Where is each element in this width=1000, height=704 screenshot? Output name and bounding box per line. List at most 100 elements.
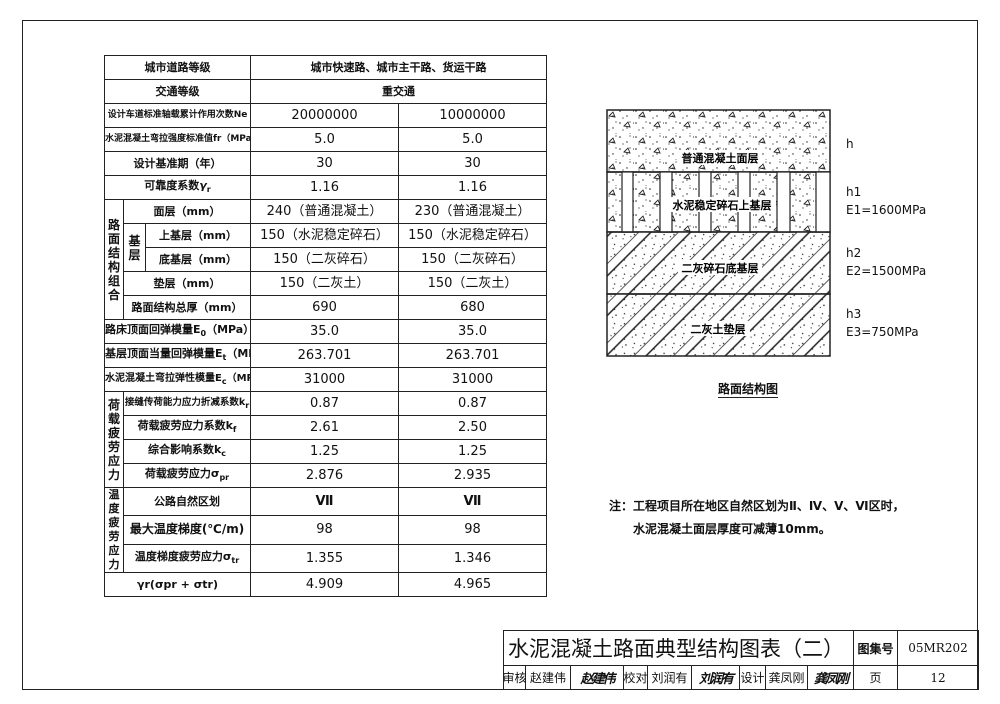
review-label: 审核 bbox=[503, 666, 527, 690]
row-label: 路床顶面回弹模量E0（MPa） bbox=[103, 319, 252, 344]
atlas-label: 图集号 bbox=[854, 631, 898, 666]
value-2: 30 bbox=[398, 151, 548, 176]
designer-signature: 龚凤刚 bbox=[808, 666, 854, 690]
design-parameter-table: 城市道路等级 城市快速路、城市主干路、货运干路 交通等级 重交通 设计车道标准轴… bbox=[103, 55, 548, 597]
traffic-label: 交通等级 bbox=[103, 79, 252, 104]
checker-name: 刘润有 bbox=[648, 666, 692, 690]
value-2: 1.16 bbox=[398, 175, 548, 200]
label-text: 接缝传荷能力应力折减系数k bbox=[124, 396, 246, 408]
signature: 赵建伟 bbox=[580, 672, 615, 687]
row-label: 接缝传荷能力应力折减系数kr bbox=[122, 391, 252, 416]
value-1: 30 bbox=[250, 151, 400, 176]
value-2: 2.935 bbox=[398, 463, 548, 488]
value-1: 98 bbox=[250, 515, 400, 545]
row-label: 荷载疲劳应力系数kf bbox=[122, 415, 252, 440]
label-text: 基层顶面当量回弹模量E bbox=[105, 346, 223, 360]
structure-group-label: 路面结构组合 bbox=[104, 199, 124, 320]
value-1: 240（普通混凝土） bbox=[250, 199, 400, 224]
row-label: 最大温度梯度(℃/m) bbox=[122, 515, 252, 545]
thickness-label: h1 bbox=[846, 185, 862, 199]
value-1: Ⅶ bbox=[250, 486, 400, 517]
table-row: 水泥混凝土弯拉强度标准值fr（MPa） 5.0 5.0 bbox=[103, 127, 548, 152]
row-label: 温度梯度疲劳应力σtr bbox=[122, 543, 252, 574]
value-2: 31000 bbox=[398, 367, 548, 392]
row-label: 设计基准期（年） bbox=[103, 151, 252, 176]
value-1: 1.355 bbox=[250, 543, 400, 574]
value-1: 690 bbox=[250, 295, 400, 320]
layer-label: 二灰碎石底基层 bbox=[682, 261, 759, 275]
table-row: 温度疲劳应力 公路自然区划 Ⅶ Ⅶ bbox=[104, 486, 548, 573]
row-label: 公路自然区划 bbox=[122, 486, 252, 517]
subscript: tr bbox=[231, 555, 240, 565]
reviewer-signature: 赵建伟 bbox=[571, 666, 624, 690]
subscript: r bbox=[206, 185, 211, 195]
modulus-label: E3=750MPa bbox=[846, 325, 919, 339]
table-row: 城市道路等级 城市快速路、城市主干路、货运干路 bbox=[103, 55, 548, 80]
table-row: 路床顶面回弹模量E0（MPa） 35.0 35.0 bbox=[103, 319, 548, 344]
value-1: 150（水泥稳定碎石） bbox=[250, 223, 400, 248]
value-2: 0.87 bbox=[398, 391, 548, 416]
checker-signature: 刘润有 bbox=[692, 666, 740, 690]
table-row: 可靠度系数γr 1.16 1.16 bbox=[103, 175, 548, 200]
base-group-label: 基层 bbox=[123, 223, 146, 272]
table-row: 水泥混凝土弯拉弹性模量Ec（MPa） 31000 31000 bbox=[103, 367, 548, 392]
subscript: c bbox=[221, 449, 227, 459]
layer-label: 普通混凝土面层 bbox=[682, 151, 759, 165]
value-1: 150（二灰碎石） bbox=[250, 247, 400, 272]
modulus-label: E1=1600MPa bbox=[846, 203, 927, 217]
value-2: 1.346 bbox=[398, 543, 548, 574]
row-label: 面层（mm） bbox=[122, 199, 252, 224]
label-text: 综合影响系数k bbox=[147, 442, 222, 456]
design-label: 设计 bbox=[740, 666, 766, 690]
load-group-label: 荷载疲劳应力 bbox=[104, 391, 124, 488]
table-row: 底基层（mm） 150（二灰碎石） 150（二灰碎石） bbox=[105, 247, 548, 272]
table-row: γr(σpr + σtr) 4.909 4.965 bbox=[103, 572, 548, 597]
row-label: 可靠度系数γr bbox=[103, 175, 252, 200]
table-row: 垫层（mm） 150（二灰土） 150（二灰土） bbox=[105, 271, 548, 296]
value-1: 20000000 bbox=[250, 103, 400, 128]
value-2: 35.0 bbox=[398, 319, 548, 344]
row-label: 荷载疲劳应力σpr bbox=[122, 463, 252, 488]
row-label: 设计车道标准轴载累计作用次数Ne bbox=[103, 103, 252, 128]
value-2: 2.50 bbox=[398, 415, 548, 440]
note-line-1: 注：工程项目所在地区自然区划为Ⅱ、Ⅳ、Ⅴ、Ⅵ区时， bbox=[609, 499, 905, 513]
table-row: 荷载疲劳应力系数kf 2.61 2.50 bbox=[105, 415, 548, 440]
table-row: 荷载疲劳应力σpr 2.876 2.935 bbox=[105, 463, 548, 488]
check-label: 校对 bbox=[624, 666, 648, 690]
modulus-label: E2=1500MPa bbox=[846, 264, 927, 278]
value-2: 230（普通混凝土） bbox=[398, 199, 548, 224]
value-2: 10000000 bbox=[398, 103, 548, 128]
table-row: 路面结构总厚（mm） 690 680 bbox=[105, 295, 548, 320]
label-text: 荷载疲劳应力系数k bbox=[137, 418, 233, 432]
value-2: 98 bbox=[398, 515, 548, 545]
row-label: 底基层（mm） bbox=[144, 247, 252, 272]
temp-group-label: 温度疲劳应力 bbox=[104, 487, 124, 573]
value-2: 150（二灰碎石） bbox=[398, 247, 548, 272]
value-1: 150（二灰土） bbox=[250, 271, 400, 296]
sheet-border bbox=[22, 20, 978, 690]
row-label: 垫层（mm） bbox=[122, 271, 252, 296]
row-label: 上基层（mm） bbox=[144, 223, 252, 248]
label-text: 可靠度系数 bbox=[144, 178, 200, 192]
subscript: 0 bbox=[200, 329, 207, 339]
page-number: 12 bbox=[898, 666, 979, 690]
value-2: 5.0 bbox=[398, 127, 548, 152]
value-2: 263.701 bbox=[398, 343, 548, 368]
table-row: 荷载疲劳应力 接缝传荷能力应力折减系数kr 0.87 0.87 bbox=[104, 391, 548, 488]
title-block: 水泥混凝土路面典型结构图表（二） 图集号 05MR202 审核 赵建伟 赵建伟 … bbox=[503, 630, 979, 690]
value-2: 680 bbox=[398, 295, 548, 320]
road-grade-label: 城市道路等级 bbox=[103, 55, 252, 80]
atlas-number: 05MR202 bbox=[898, 631, 979, 666]
subscript: r bbox=[245, 400, 250, 410]
value-2: 150（水泥稳定碎石） bbox=[398, 223, 548, 248]
table-row: 设计车道标准轴载累计作用次数Ne 20000000 10000000 bbox=[103, 103, 548, 128]
table-row: 交通等级 重交通 bbox=[103, 79, 548, 104]
subscript: f bbox=[232, 425, 237, 435]
unit: （MPa） bbox=[206, 322, 251, 336]
traffic-value: 重交通 bbox=[250, 79, 548, 104]
value-1: 5.0 bbox=[250, 127, 400, 152]
row-label: 综合影响系数kc bbox=[122, 439, 252, 464]
table-row: 路面结构组合 面层（mm） 240（普通混凝土） 230（普通混凝土） bbox=[104, 199, 548, 320]
row-label: 水泥混凝土弯拉强度标准值fr（MPa） bbox=[103, 127, 252, 152]
